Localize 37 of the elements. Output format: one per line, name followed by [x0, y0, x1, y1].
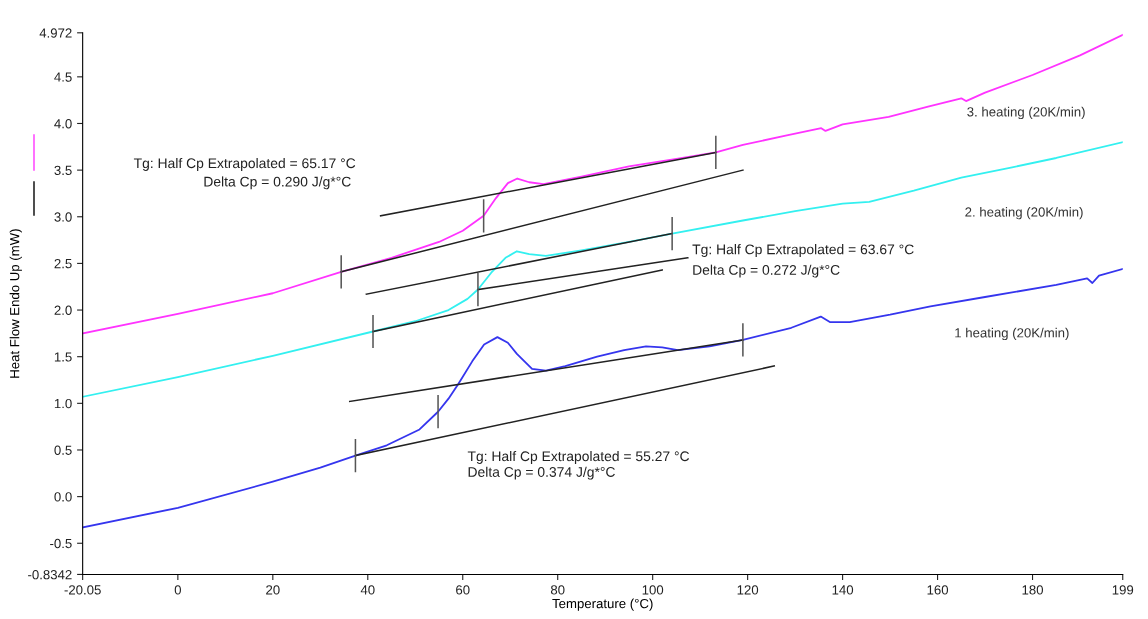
y-tick-label: 1.0	[54, 398, 72, 409]
annotation: Tg: Half Cp Extrapolated = 65.17 °C	[133, 157, 356, 171]
x-axis-title: Temperature (°C)	[552, 598, 653, 611]
x-tick-label: 160	[927, 585, 949, 595]
annotation: Delta Cp = 0.290 J/g*°C	[204, 176, 351, 190]
y-tick-label: 4.0	[54, 119, 72, 129]
annotation: Delta Cp = 0.374 J/g*°C	[468, 466, 615, 480]
x-tick-label: 40	[360, 585, 375, 595]
y-tick-label: 0.0	[54, 492, 72, 502]
x-tick-label: -20.05	[64, 585, 101, 595]
y-tick-label: 2.0	[54, 305, 72, 315]
series-label: 1 heating (20K/min)	[955, 327, 1069, 341]
x-tick-label: 199	[1112, 585, 1134, 595]
annotation: Tg: Half Cp Extrapolated = 63.67 °C	[692, 244, 914, 258]
y-tick-label: -0.8342	[28, 570, 72, 580]
y-tick-label: 1.5	[54, 352, 72, 362]
y-tick-label: 4.972	[39, 28, 72, 38]
x-tick-label: 20	[266, 585, 280, 595]
x-tick-label: 140	[832, 585, 854, 595]
x-tick-label: 0	[174, 585, 182, 595]
x-tick-label: 120	[737, 585, 759, 595]
x-tick-label: 80	[550, 585, 565, 595]
annotation: Tg: Half Cp Extrapolated = 55.27 °C	[467, 450, 690, 464]
x-tick-label: 180	[1022, 585, 1044, 595]
y-tick-label: 2.5	[54, 258, 72, 269]
y-tick-label: 4.5	[54, 72, 72, 82]
series-label: 3. heating (20K/min)	[967, 106, 1085, 120]
y-axis-title: Heat Flow Endo Up (mW)	[9, 229, 22, 378]
text: 2. heating (20K/min)	[965, 207, 1083, 220]
annotation: Delta Cp = 0.272 J/g*°C	[693, 264, 840, 278]
y-tick-label: 0.5	[54, 445, 72, 455]
x-tick-label: 100	[642, 585, 664, 595]
x-tick-label: 60	[456, 585, 470, 595]
y-tick-label: 3.0	[54, 212, 72, 222]
y-tick-label: 3.5	[54, 165, 72, 176]
y-tick-label: -0.5	[50, 538, 72, 549]
line-series	[82, 141, 1123, 398]
